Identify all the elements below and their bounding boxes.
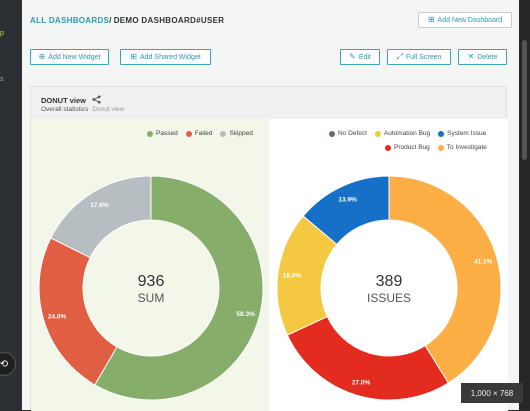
breadcrumb-current: DEMO DASHBOARD#USER (113, 16, 225, 25)
delete-label: Delete (477, 53, 498, 61)
image-size-badge: 1,000 × 768 (461, 383, 523, 403)
launch-stats-chart-area: Passed Failed Skipped 58.3% 24.0% 17.6% 936 SU… (31, 119, 269, 411)
issues-legend-row-1: No Defect Automation Bug System Issue (329, 130, 486, 137)
share-icon[interactable] (92, 95, 101, 104)
top-bar: ALL DASHBOARDS/DEMO DASHBOARD#USER ⊞ Add… (22, 0, 519, 40)
widget-subtitle-muted: Donut view (92, 106, 125, 113)
edit-button[interactable]: ✎ Edit (340, 49, 380, 65)
breadcrumb: ALL DASHBOARDS/DEMO DASHBOARD#USER (30, 16, 224, 25)
edit-label: Edit (358, 53, 371, 61)
main-content: ALL DASHBOARDS/DEMO DASHBOARD#USER ⊞ Add… (22, 0, 519, 411)
legend-dot (185, 130, 192, 137)
widget-subtitle-text: Overall statistics (41, 106, 89, 113)
scrollbar-thumb[interactable] (522, 40, 527, 160)
legend-label: Passed (156, 130, 178, 137)
issues-legend-item-automation-bug[interactable]: Automation Bug (374, 130, 431, 137)
issues-legend-row-2: Product Bug To Investigate (385, 144, 487, 151)
issues-legend-item-no-defect[interactable]: No Defect (329, 130, 367, 137)
side-panel-text-1: p (0, 30, 4, 37)
issues-slice-label-system-issue: 13.9% (338, 197, 357, 204)
launch-stats-center-label: SUM (138, 291, 165, 305)
add-new-widget-label: Add New Widget (48, 53, 101, 61)
widget-title-text: DONUT view (41, 96, 87, 105)
legend-dot (437, 144, 444, 151)
add-shared-widget-label: Add Shared Widget (140, 53, 201, 61)
plus-circle-icon: ⊕ (38, 52, 46, 61)
right-edge (519, 0, 530, 410)
launch-stats-legend-item-passed[interactable]: Passed (147, 130, 178, 137)
legend-label: System Issue (447, 130, 487, 137)
issues-slice-product-bug[interactable] (286, 315, 450, 401)
issues-center-value: 389 (376, 273, 403, 290)
launch-stats-slice-failed[interactable] (38, 237, 118, 386)
side-panel-strip: p s (0, 0, 22, 410)
legend-dot (220, 130, 227, 137)
widget-title: DONUT view (41, 95, 101, 105)
legend-dot (147, 130, 153, 137)
plus-square-icon: ⊞ (130, 52, 137, 61)
side-panel-text-2: s (0, 76, 4, 83)
launch-stats-slice-label-passed: 58.3% (236, 311, 255, 318)
launch-stats-slice-skipped[interactable] (50, 175, 152, 259)
launch-stats-legend: Passed Failed Skipped (147, 130, 253, 137)
legend-dot (329, 130, 335, 137)
add-new-dashboard-button[interactable]: ⊞ Add New Dashboard (418, 12, 512, 28)
add-new-dashboard-label: Add New Dashboard (437, 16, 503, 24)
issues-legend-item-product-bug[interactable]: Product Bug (385, 144, 430, 151)
issues-slice-label-product-bug: 27.0% (352, 379, 371, 386)
legend-label: Failed (194, 130, 213, 137)
expand-icon: ⤢ (396, 52, 403, 61)
breadcrumb-link-all-dashboards[interactable]: ALL DASHBOARDS (30, 16, 110, 25)
add-dashboard-icon: ⊞ (427, 15, 435, 24)
issues-legend-item-system-issue[interactable]: System Issue (438, 130, 486, 137)
add-shared-widget-button[interactable]: ⊞ Add Shared Widget (120, 49, 211, 65)
delete-button[interactable]: ✕ Delete (458, 49, 507, 65)
issues-slice-label-automation-bug: 18.0% (283, 273, 302, 280)
launch-stats-legend-item-failed[interactable]: Failed (185, 130, 213, 137)
launch-stats-legend-item-skipped[interactable]: Skipped (220, 130, 253, 137)
legend-dot (438, 130, 445, 137)
launch-stats-center-value: 936 (138, 273, 165, 290)
widget-subtitle: Overall statistics Donut view (41, 106, 124, 113)
link-icon: ⟲ (0, 358, 9, 370)
legend-dot (374, 130, 381, 137)
issues-slice-label-to-investigate: 41.1% (474, 258, 493, 265)
issues-legend-item-to-investigate[interactable]: To Investigate (437, 144, 487, 151)
widget-panel: DONUT view Overall statistics Donut view … (30, 86, 508, 411)
legend-label: To Investigate (446, 144, 487, 151)
legend-label: Skipped (229, 130, 253, 137)
full-screen-button[interactable]: ⤢ Full Screen (387, 49, 451, 65)
add-new-widget-button[interactable]: ⊕ Add New Widget (30, 49, 109, 65)
launch-stats-slice-label-skipped: 17.6% (90, 202, 109, 209)
legend-dot (385, 144, 391, 151)
legend-label: Product Bug (394, 144, 430, 151)
issues-slice-system-issue[interactable] (302, 175, 390, 246)
pencil-icon: ✎ (349, 52, 356, 61)
launch-stats-slice-label-failed: 24.0% (48, 314, 67, 321)
full-screen-label: Full Screen (406, 53, 442, 61)
legend-label: No Defect (338, 130, 367, 137)
close-icon: ✕ (467, 52, 475, 61)
issues-chart-area: No Defect Automation Bug System Issue Prod… (269, 119, 508, 411)
legend-label: Automation Bug (383, 130, 431, 137)
issues-center-label: ISSUES (367, 291, 411, 305)
breadcrumb-separator: / (109, 16, 112, 25)
issues-slice-to-investigate[interactable] (388, 175, 502, 384)
widget-header: DONUT view Overall statistics Donut view (31, 87, 506, 119)
launch-stats-slice-passed[interactable] (94, 175, 264, 401)
